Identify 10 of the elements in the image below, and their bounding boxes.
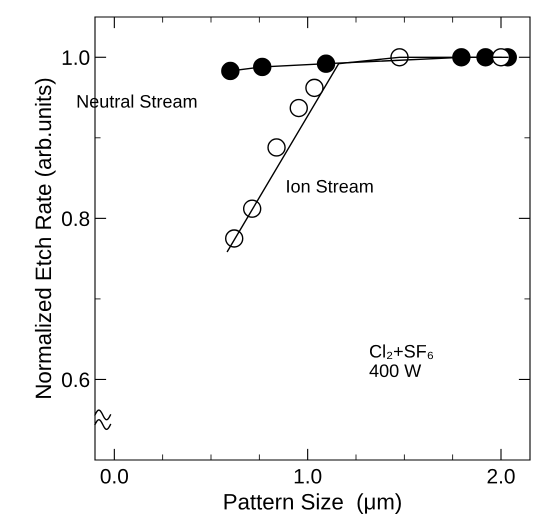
x-axis-title: Pattern Size (μm) — [224, 493, 401, 514]
annotation: Cl₂+SF₆ 400 W — [369, 344, 434, 378]
x-tick-label: 2.0 — [488, 468, 515, 484]
y-tick-label: 0.8 — [62, 211, 90, 226]
series-label: Ion Stream — [287, 180, 373, 193]
x-tick-label: 0.0 — [100, 468, 128, 484]
y-axis-title: Normalized Etch Rate (arb.units) — [34, 78, 56, 398]
x-tick-label: 1.0 — [294, 468, 322, 484]
y-tick-label: 1.0 — [62, 50, 90, 66]
y-tick-label: 0.6 — [62, 372, 90, 388]
